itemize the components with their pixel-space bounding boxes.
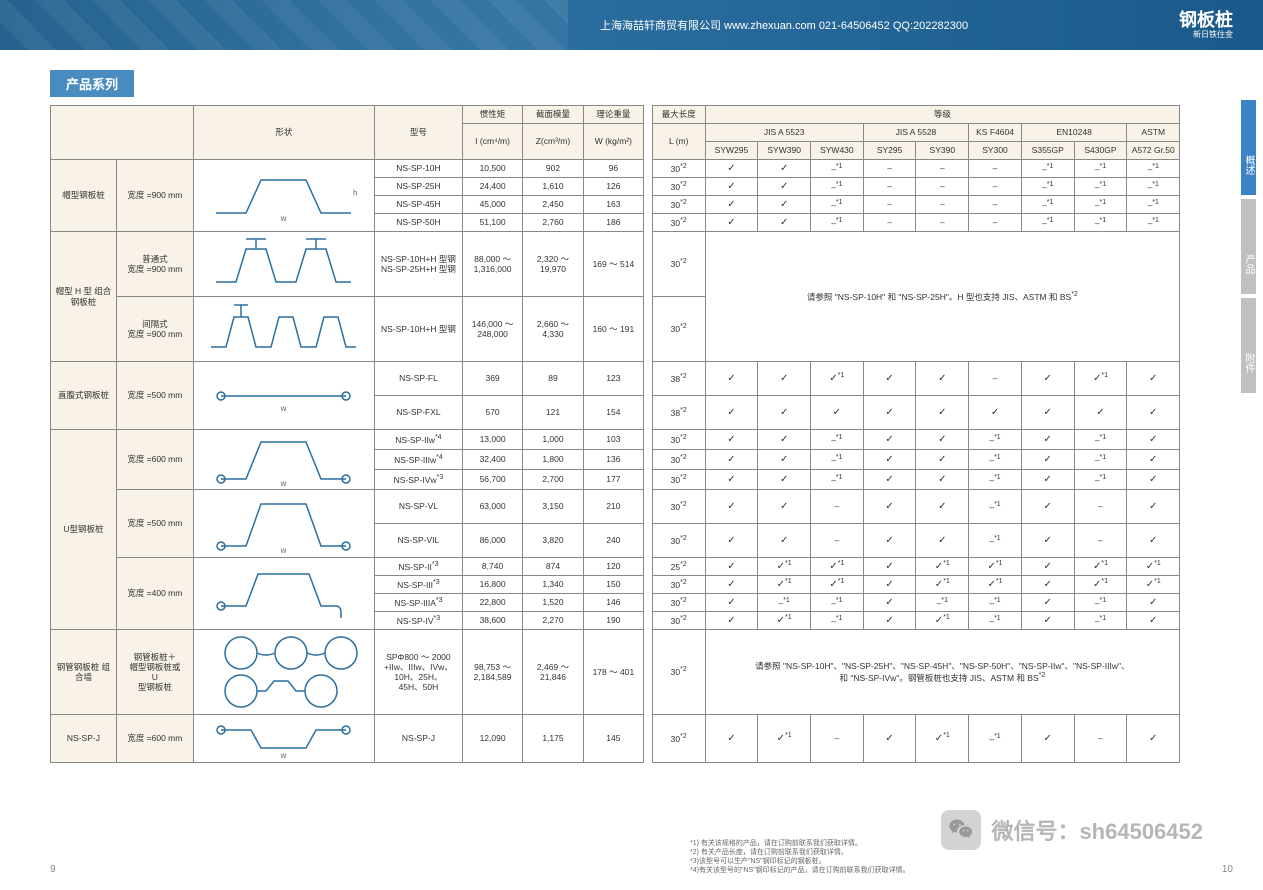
side-tab[interactable]: 产品	[1241, 199, 1256, 294]
side-tabs: 概述产品附件	[1241, 100, 1263, 397]
side-tab[interactable]: 附件	[1241, 298, 1256, 393]
watermark: 微信号：sh64506452	[941, 810, 1203, 850]
footnotes: *1) 有关该规格的产品，请在订购前联系我们获取详情。*2) 有关产品长度，请在…	[690, 839, 910, 875]
spec-table: 形状 型号 惯性矩截面模量理论重量 最大长度 等级 I (cm⁴/m)Z(cm³…	[50, 105, 1233, 763]
svg-text:w: w	[280, 751, 287, 760]
header-banner: 上海海喆轩商贸有限公司 www.zhexuan.com 021-64506452…	[0, 0, 1263, 50]
section-label: 产品系列	[50, 70, 134, 97]
wechat-icon	[941, 810, 981, 850]
product-title: 钢板桩	[1179, 11, 1233, 31]
company-info: 上海海喆轩商贸有限公司 www.zhexuan.com 021-64506452…	[600, 17, 968, 33]
page-number-left: 9	[50, 864, 56, 875]
svg-text:h: h	[353, 189, 357, 198]
page-number-right: 10	[1222, 864, 1233, 875]
svg-text:w: w	[280, 214, 287, 223]
svg-text:w: w	[280, 404, 287, 413]
product-subtitle: 新日铁住金	[1179, 31, 1233, 40]
side-tab[interactable]: 概述	[1241, 100, 1256, 195]
svg-text:w: w	[280, 479, 287, 487]
watermark-text: 微信号：sh64506452	[991, 814, 1203, 846]
svg-text:w: w	[280, 546, 287, 554]
